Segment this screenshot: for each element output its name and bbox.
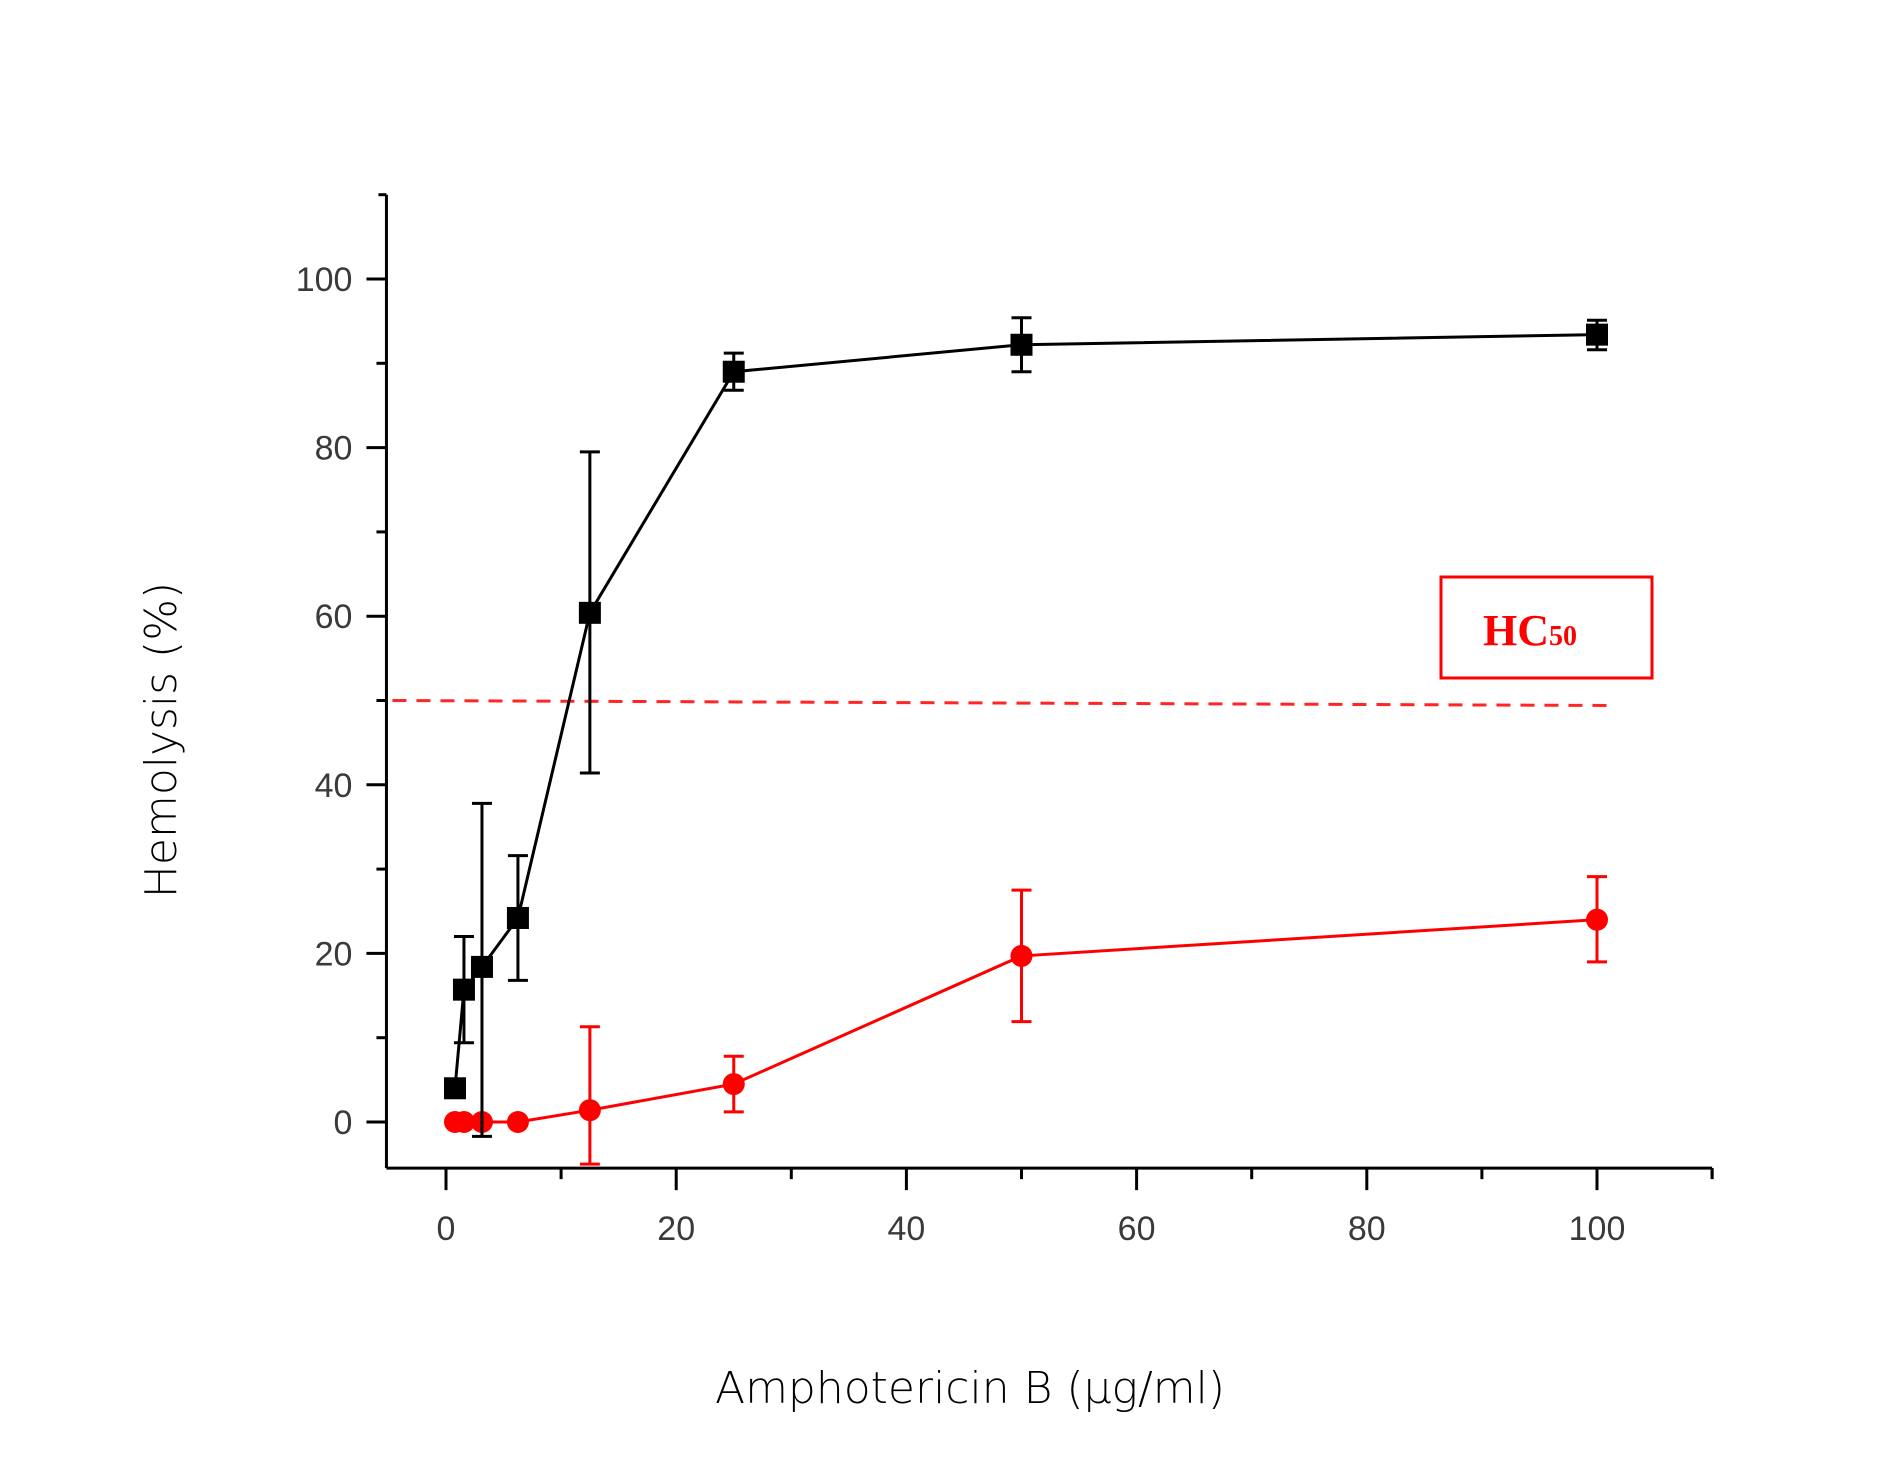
data-point-circle	[506, 1111, 529, 1133]
y-axis-title: Hemolysis (%)	[136, 582, 187, 898]
x-tick-label: 20	[657, 1210, 695, 1248]
data-point-circle	[578, 1099, 601, 1122]
data-point-square	[506, 906, 529, 929]
data-point-square	[452, 978, 475, 1001]
data-point-circle	[1010, 944, 1033, 967]
x-tick-label: 80	[1348, 1210, 1386, 1248]
hc50-label: HC50	[1483, 606, 1577, 655]
y-axis-ticks: 0 20 40 60 80 100	[296, 261, 387, 1142]
y-tick-label: 60	[315, 598, 353, 636]
hc50-label-subscript: 50	[1549, 621, 1577, 652]
x-tick-label: 40	[887, 1210, 925, 1248]
x-tick-label: 100	[1569, 1210, 1626, 1248]
data-point-square	[1010, 333, 1033, 356]
data-point-square	[722, 360, 745, 383]
series-red	[443, 875, 1608, 1166]
data-point-circle	[1586, 908, 1608, 931]
data-point-square	[1586, 323, 1608, 346]
axes: 0 20 40 60 80 100 0 20 40 60 80 100	[296, 193, 1714, 1248]
hc50-label-box	[1439, 575, 1654, 680]
y-tick-label: 100	[296, 261, 353, 299]
data-point-square	[470, 955, 493, 978]
series-line	[453, 333, 1598, 1089]
plot-area	[392, 316, 1610, 1166]
x-axis-ticks: 0 20 40 60 80 100	[437, 1168, 1714, 1248]
hc50-annotation: HC50	[1439, 575, 1654, 680]
y-tick-label: 40	[315, 767, 353, 805]
data-point-circle	[452, 1111, 475, 1133]
data-point-square	[443, 1077, 466, 1100]
hc50-threshold-line	[392, 699, 1610, 707]
hc50-label-main: HC	[1483, 606, 1549, 655]
series-black	[443, 316, 1608, 1138]
data-point-circle	[722, 1073, 745, 1096]
y-tick-label: 80	[315, 430, 353, 468]
y-tick-label: 0	[334, 1104, 353, 1142]
y-tick-label: 20	[315, 935, 353, 973]
x-tick-label: 0	[437, 1210, 456, 1248]
data-point-square	[578, 601, 601, 624]
x-axis-title: Amphotericin B (µg/ml)	[715, 1363, 1225, 1414]
x-tick-label: 60	[1118, 1210, 1156, 1248]
